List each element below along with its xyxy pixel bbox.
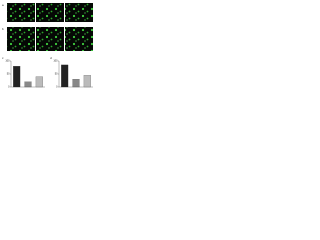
y-tick-label: 50 bbox=[55, 73, 58, 76]
micrograph bbox=[65, 27, 93, 51]
y-tick-label: 100 bbox=[53, 60, 58, 63]
bar bbox=[83, 75, 91, 88]
panel-label: b bbox=[2, 27, 4, 31]
bar bbox=[35, 76, 43, 88]
bar bbox=[61, 64, 69, 88]
y-tick-label: 0 bbox=[8, 86, 10, 89]
panel-label: a bbox=[2, 3, 4, 7]
bar bbox=[24, 81, 32, 88]
y-tick-label: 0 bbox=[56, 86, 58, 89]
figure: a b c d 0 50 100 0 50 100 bbox=[2, 3, 93, 89]
micrograph bbox=[36, 3, 64, 22]
micrograph bbox=[7, 27, 35, 51]
y-tick-label: 50 bbox=[7, 73, 10, 76]
panel-label: d bbox=[50, 56, 52, 60]
bar bbox=[72, 79, 80, 88]
bar bbox=[13, 66, 21, 88]
micrograph bbox=[36, 27, 64, 51]
micrograph bbox=[7, 3, 35, 22]
micrograph bbox=[65, 3, 93, 22]
panel-label: c bbox=[2, 56, 4, 60]
y-tick-label: 100 bbox=[5, 60, 10, 63]
